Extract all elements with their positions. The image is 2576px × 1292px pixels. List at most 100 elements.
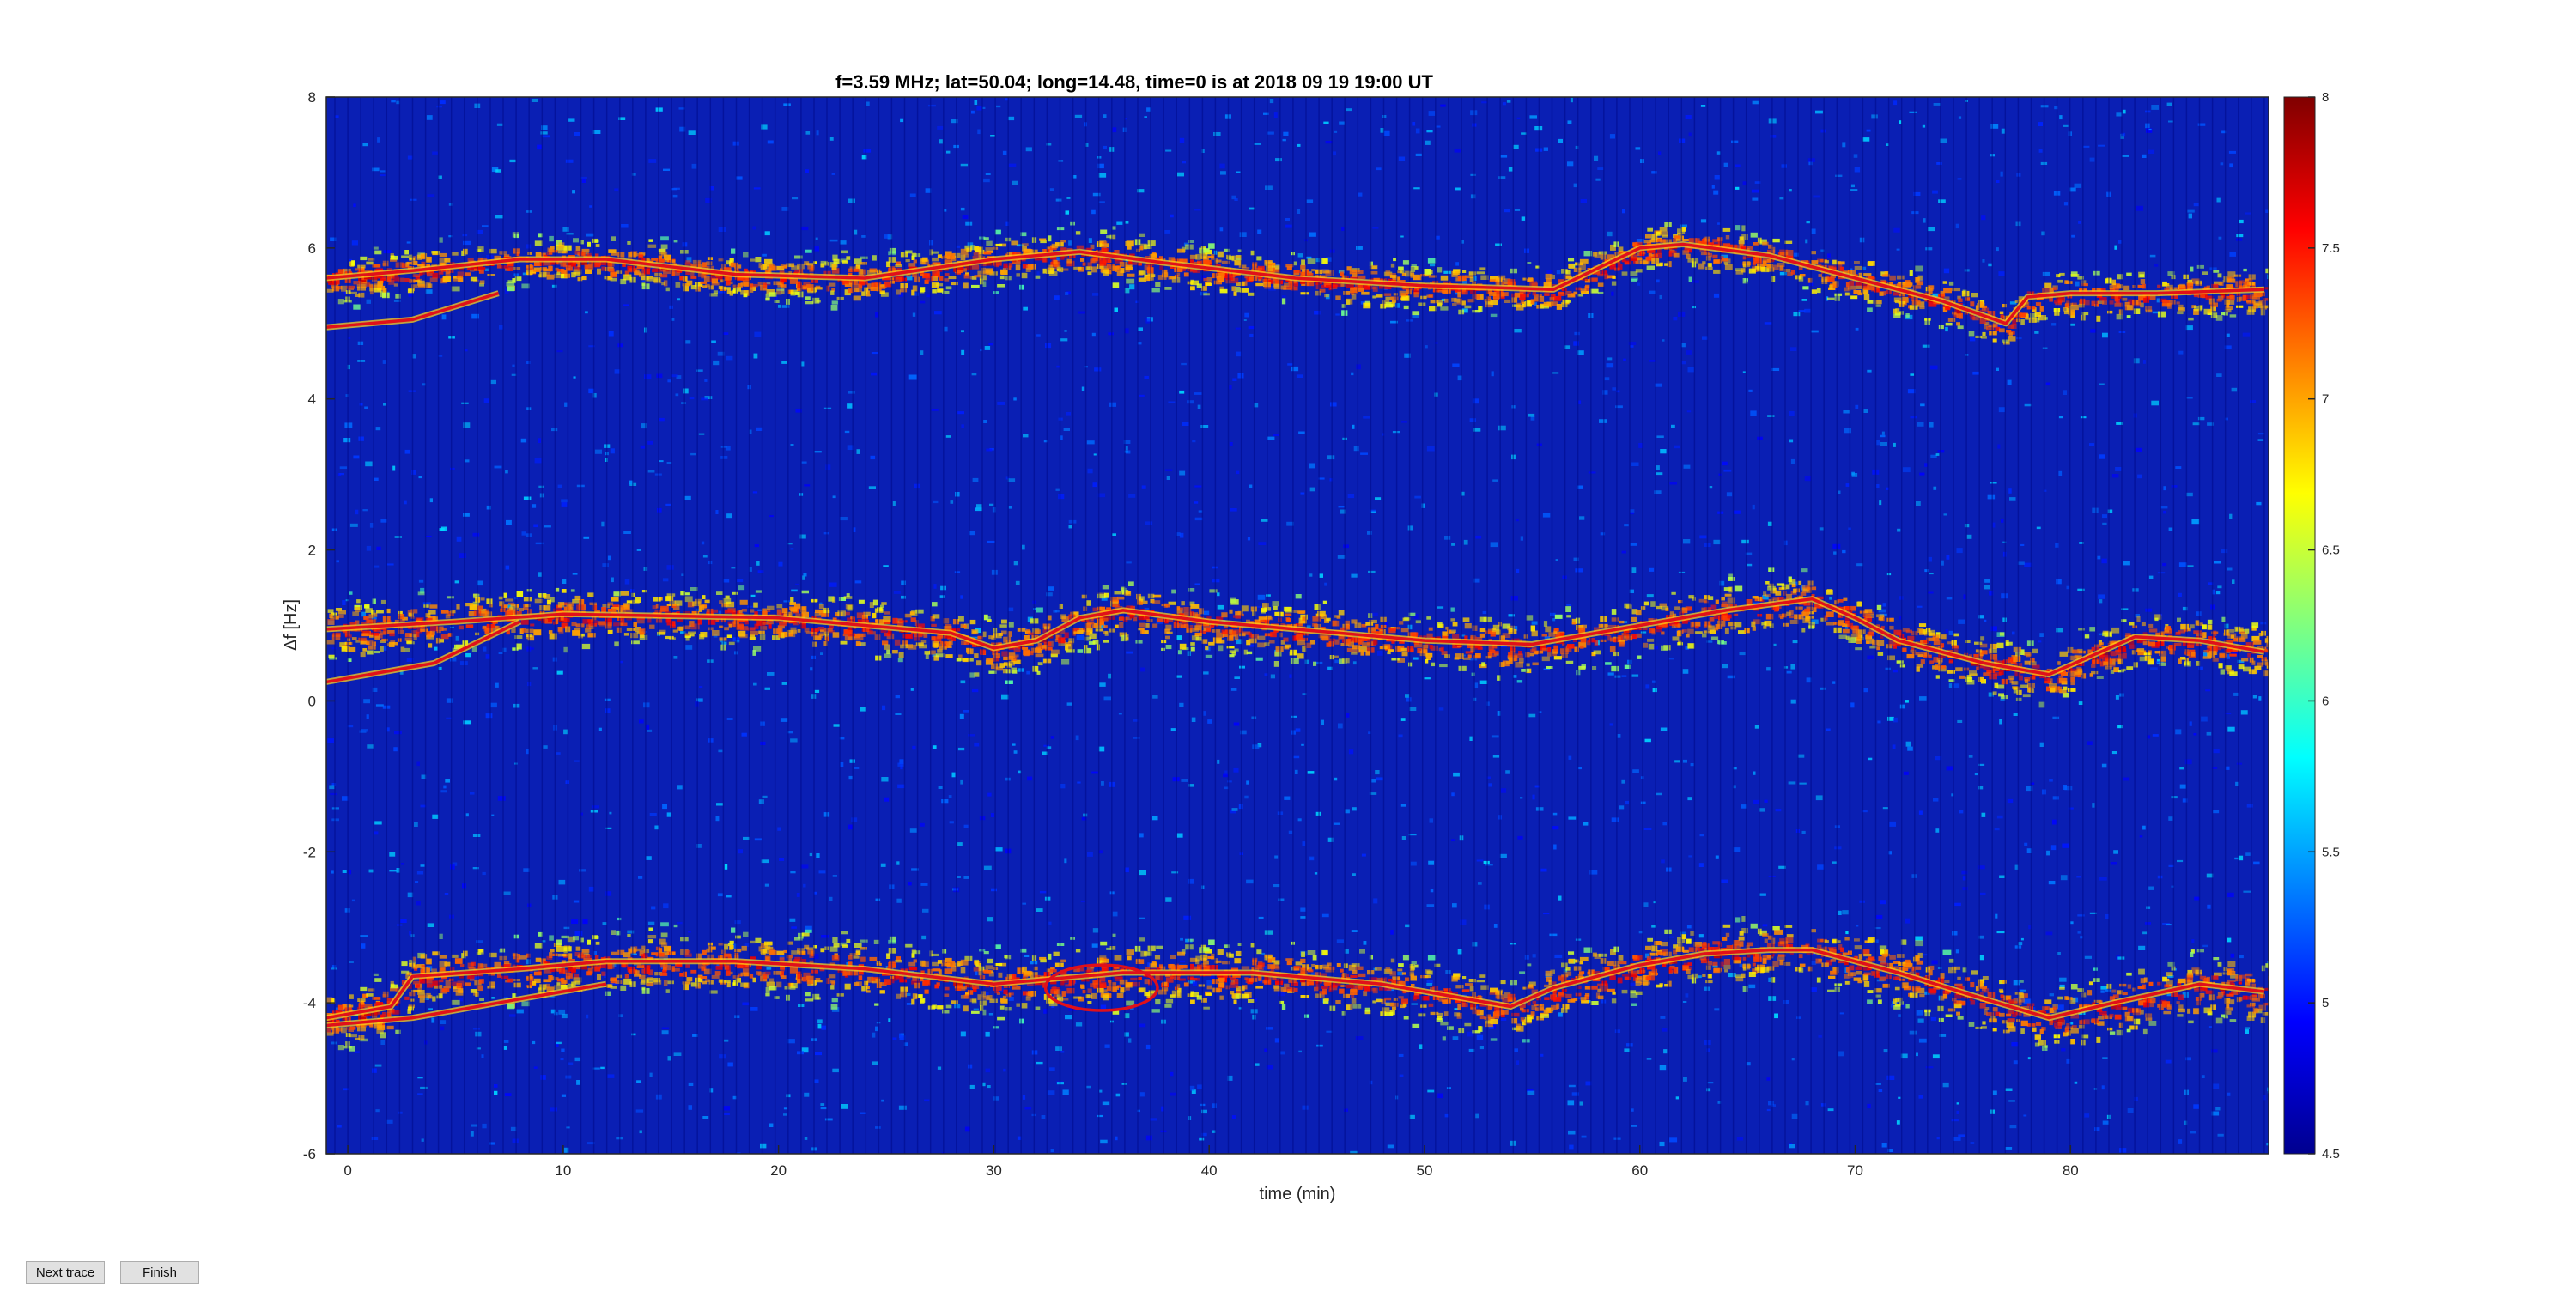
band-speck [411, 284, 418, 288]
noise-speck [1227, 1075, 1233, 1081]
noise-speck [1007, 116, 1015, 121]
band-speck [1735, 270, 1744, 275]
band-speck [896, 268, 902, 272]
noise-speck [2100, 990, 2105, 993]
noise-speck [1236, 639, 1243, 645]
band-speck [2245, 283, 2251, 288]
noise-speck [2123, 777, 2130, 781]
noise-speck [1176, 675, 1182, 678]
noise-speck [1966, 534, 1972, 539]
band-speck [895, 264, 902, 268]
noise-speck [715, 510, 719, 514]
band-speck [2126, 272, 2132, 276]
noise-speck [2058, 470, 2063, 476]
noise-speck [1799, 782, 1807, 785]
noise-speck [1098, 201, 1105, 203]
band-speck [1060, 240, 1066, 243]
band-speck [1568, 264, 1574, 269]
noise-speck [1452, 363, 1460, 367]
band-speck [575, 246, 581, 251]
band-speck [2114, 302, 2123, 307]
noise-speck [1826, 296, 1829, 301]
noise-speck [1527, 1090, 1535, 1095]
noise-speck [1206, 980, 1212, 986]
noise-speck [689, 397, 695, 400]
noise-speck [1922, 344, 1930, 348]
band-speck [797, 282, 802, 288]
noise-speck [1443, 270, 1451, 274]
noise-speck [531, 98, 538, 102]
band-speck [1138, 277, 1147, 282]
noise-speck [1191, 717, 1196, 722]
noise-speck [1176, 833, 1183, 838]
noise-speck [665, 503, 671, 506]
noise-speck [369, 523, 374, 528]
noise-speck [526, 361, 531, 364]
noise-speck [1662, 339, 1665, 342]
band-speck [1583, 251, 1593, 257]
band-speck [850, 268, 860, 272]
noise-speck [1683, 464, 1691, 469]
noise-speck [1535, 807, 1544, 811]
noise-speck [1288, 830, 1293, 834]
noise-speck [1413, 614, 1419, 619]
band-speck [1607, 254, 1614, 259]
noise-speck [1886, 143, 1889, 146]
noise-speck [1916, 1010, 1923, 1016]
noise-speck [2056, 628, 2063, 633]
noise-speck [1255, 1063, 1260, 1066]
noise-speck [445, 779, 450, 783]
band-speck [438, 271, 444, 275]
noise-speck [592, 1067, 600, 1070]
noise-speck [1624, 1048, 1631, 1052]
noise-speck [813, 891, 817, 895]
noise-speck [1350, 1150, 1358, 1154]
noise-speck [1574, 331, 1580, 336]
noise-speck [1662, 822, 1667, 826]
band-speck [2066, 306, 2071, 312]
noise-speck [448, 235, 453, 238]
band-speck [913, 259, 917, 264]
band-speck [2117, 284, 2123, 289]
noise-speck [1150, 1118, 1157, 1121]
noise-speck [898, 1105, 907, 1110]
band-speck [726, 274, 732, 281]
noise-speck [1649, 360, 1656, 362]
noise-speck [820, 1103, 825, 1106]
band-speck [983, 251, 992, 255]
noise-speck [1164, 230, 1171, 234]
noise-speck [1152, 816, 1158, 821]
noise-speck [800, 361, 805, 367]
band-speck [986, 240, 993, 246]
noise-speck [1811, 961, 1817, 965]
noise-speck [555, 1042, 559, 1047]
noise-speck [631, 173, 636, 176]
band-speck [1534, 294, 1542, 298]
band-speck [1076, 245, 1084, 249]
noise-speck [1700, 219, 1707, 223]
noise-speck [912, 312, 916, 317]
band-speck [1889, 275, 1896, 281]
noise-speck [1182, 422, 1189, 426]
noise-speck [1500, 788, 1507, 793]
band-speck [1461, 300, 1466, 306]
band-speck [1945, 306, 1951, 311]
noise-speck [561, 1048, 565, 1052]
band-speck [860, 269, 866, 275]
noise-speck [1910, 416, 1917, 419]
noise-speck [1026, 670, 1030, 675]
band-speck [2164, 287, 2170, 291]
band-speck [1168, 257, 1175, 263]
noise-speck [497, 796, 506, 801]
band-speck [1058, 267, 1064, 273]
noise-speck [464, 349, 468, 352]
noise-speck [1888, 851, 1892, 855]
band-speck [1012, 252, 1017, 258]
noise-speck [1773, 643, 1777, 646]
band-speck [1085, 266, 1093, 270]
band-speck [1469, 288, 1477, 294]
noise-speck [1267, 436, 1275, 440]
noise-speck [696, 698, 703, 702]
noise-speck [1903, 771, 1909, 775]
noise-speck [1524, 955, 1529, 960]
